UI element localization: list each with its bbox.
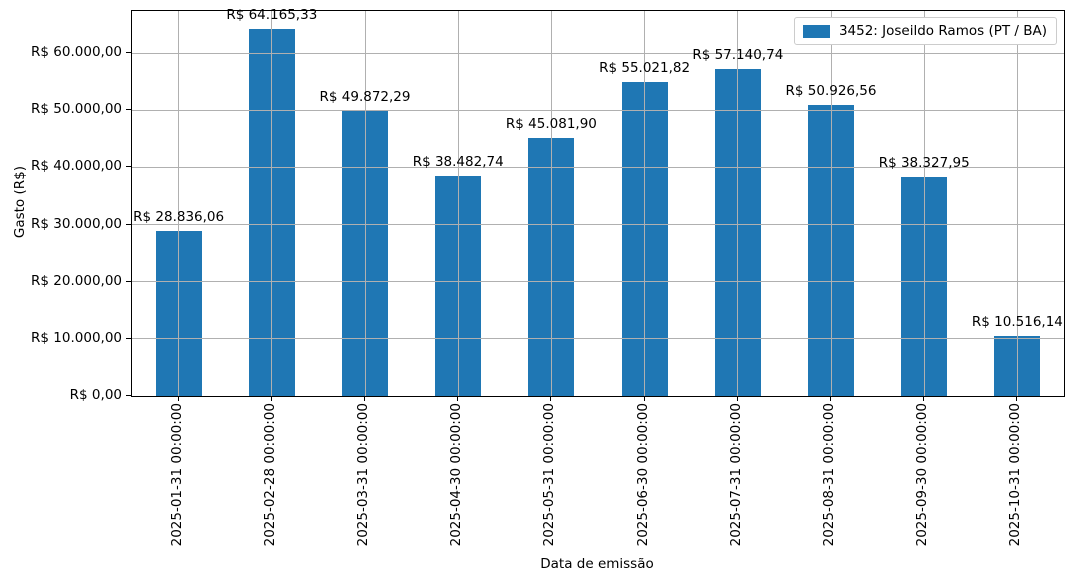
x-tick-label-text: 2025-05-31 00:00:00 (541, 403, 558, 547)
y-axis-label-wrap: Gasto (R$) (12, 10, 29, 395)
x-axis-label: Data de emissão (540, 556, 654, 572)
x-tick-label-text: 2025-02-28 00:00:00 (261, 403, 278, 547)
y-tick-mark (126, 223, 131, 225)
bars-layer (132, 11, 1064, 396)
x-tick-mark (643, 396, 645, 401)
y-tick-mark (126, 166, 131, 168)
x-tick-label-text: 2025-03-31 00:00:00 (355, 403, 371, 547)
x-tick-mark (364, 396, 365, 401)
x-tick-label-text: 2025-06-30 00:00:00 (634, 403, 651, 547)
x-tick-label-text: 2025-07-31 00:00:00 (727, 403, 744, 547)
bar (248, 29, 295, 396)
x-tick-label: 2025-02-28 00:00:00 (262, 403, 279, 550)
legend-swatch (802, 24, 830, 38)
x-tick-mark (923, 396, 925, 401)
x-tick-label: 2025-04-30 00:00:00 (448, 403, 465, 550)
x-tick-mark (736, 396, 738, 401)
bar (528, 138, 575, 396)
x-tick-label: 2025-09-30 00:00:00 (914, 403, 931, 550)
y-tick-mark (126, 109, 131, 111)
y-tick-label: R$ 50.000,00 (31, 101, 122, 118)
x-tick-label-text: 2025-04-30 00:00:00 (448, 403, 465, 547)
y-tick-mark (126, 337, 131, 339)
x-tick-mark (177, 396, 179, 401)
y-tick-mark (126, 395, 131, 396)
x-tick-label: 2025-07-31 00:00:00 (728, 403, 745, 550)
x-tick-mark (1016, 396, 1018, 401)
bar (994, 335, 1041, 396)
y-axis-label: Gasto (R$) (12, 166, 28, 239)
bar (342, 111, 388, 396)
x-tick-label: 2025-05-31 00:00:00 (541, 403, 558, 550)
y-tick-mark (126, 280, 131, 282)
x-tick-label: 2025-06-30 00:00:00 (635, 403, 652, 550)
x-tick-label-text: 2025-09-30 00:00:00 (914, 403, 931, 547)
legend-label: 3452: Joseildo Ramos (PT / BA) (838, 23, 1047, 39)
y-tick-label: R$ 20.000,00 (31, 272, 122, 289)
bar (714, 69, 761, 396)
x-tick-mark (457, 396, 459, 401)
x-tick-mark (830, 396, 831, 401)
x-tick-label-text: 2025-10-31 00:00:00 (1007, 403, 1024, 547)
y-tick-mark (126, 52, 131, 54)
x-tick-label: 2025-10-31 00:00:00 (1007, 403, 1024, 550)
bar (621, 81, 668, 396)
bar (435, 176, 482, 396)
bar (808, 104, 854, 396)
y-tick-label: R$ 40.000,00 (31, 158, 122, 175)
x-tick-mark (550, 396, 552, 401)
x-tick-label: 2025-03-31 00:00:00 (355, 403, 372, 550)
bar (901, 176, 948, 396)
x-tick-label-text: 2025-08-31 00:00:00 (821, 403, 837, 547)
y-tick-label: R$ 30.000,00 (31, 215, 122, 232)
x-tick-label-text: 2025-01-31 00:00:00 (168, 403, 185, 547)
y-tick-label: R$ 0,00 (69, 387, 122, 403)
x-tick-mark (270, 396, 272, 401)
legend: 3452: Joseildo Ramos (PT / BA) (793, 17, 1057, 45)
x-tick-label: 2025-01-31 00:00:00 (169, 403, 186, 550)
plot-area: R$ 28.836,06 R$ 64.165,33 R$ 49.872,29 R$ 3… (131, 7, 1065, 397)
bar (155, 231, 202, 396)
y-tick-label: R$ 60.000,00 (31, 44, 122, 61)
y-tick-label: R$ 10.000,00 (31, 329, 122, 346)
x-tick-label: 2025-08-31 00:00:00 (821, 403, 838, 550)
